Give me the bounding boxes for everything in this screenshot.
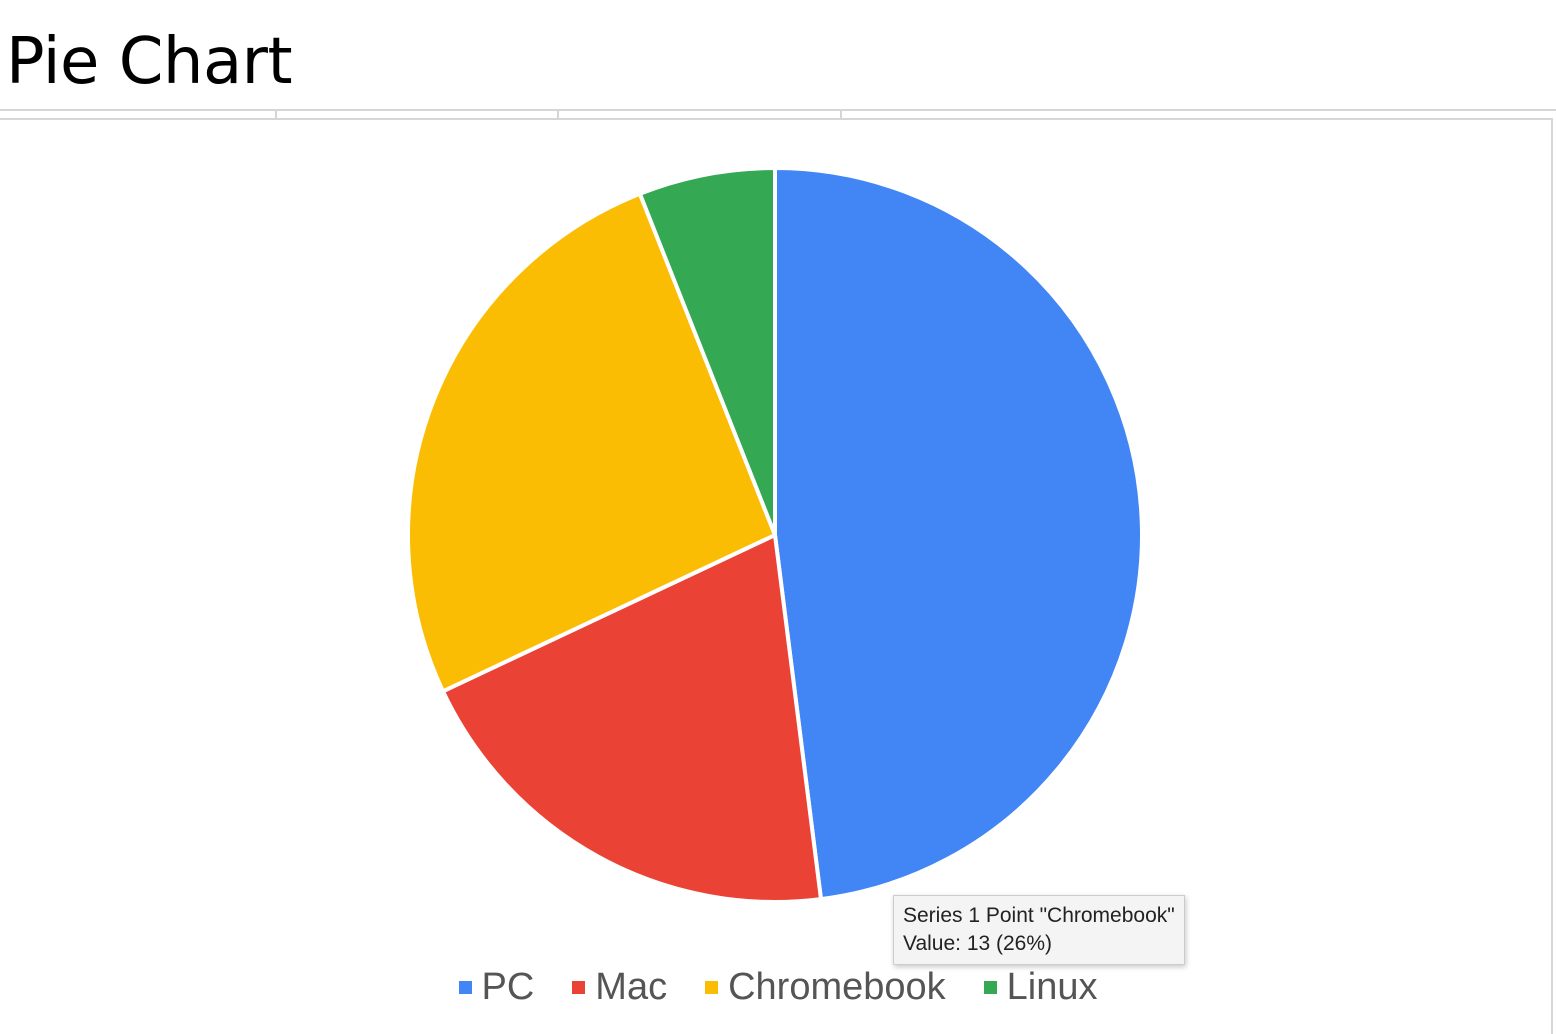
page-title: Pie Chart bbox=[6, 25, 293, 99]
legend-label: PC bbox=[481, 965, 535, 1008]
title-divider bbox=[0, 109, 1556, 111]
legend-swatch bbox=[983, 980, 997, 994]
tooltip-value-line: Value: 13 (26%) bbox=[903, 932, 1053, 955]
column-divider bbox=[275, 110, 277, 119]
column-divider bbox=[840, 110, 842, 119]
legend-item-mac[interactable]: Mac bbox=[572, 966, 667, 1009]
pie-slice-pc[interactable] bbox=[773, 166, 1144, 902]
chart-legend: PC Mac Chromebook Linux bbox=[0, 962, 1556, 1012]
legend-label: Chromebook bbox=[728, 965, 946, 1008]
pie-slices bbox=[406, 166, 1144, 904]
pie-slice-mac[interactable] bbox=[440, 533, 823, 904]
pie-slice-linux[interactable] bbox=[637, 166, 777, 537]
legend-item-chromebook[interactable]: Chromebook bbox=[705, 966, 946, 1009]
legend-item-linux[interactable]: Linux bbox=[983, 965, 1098, 1009]
legend-label: Mac bbox=[595, 965, 668, 1008]
legend-item-pc[interactable]: PC bbox=[458, 965, 535, 1009]
pie-slice-chromebook[interactable] bbox=[406, 191, 777, 694]
legend-swatch bbox=[458, 980, 472, 994]
legend-swatch bbox=[572, 980, 586, 994]
column-divider bbox=[557, 110, 559, 119]
legend-label: Linux bbox=[1006, 965, 1098, 1008]
chart-tooltip: Series 1 Point "Chromebook" Value: 13 (2… bbox=[893, 895, 1185, 965]
chart-area bbox=[0, 118, 1553, 1034]
legend-swatch bbox=[705, 980, 719, 994]
tooltip-series-line: Series 1 Point "Chromebook" bbox=[903, 904, 1175, 927]
